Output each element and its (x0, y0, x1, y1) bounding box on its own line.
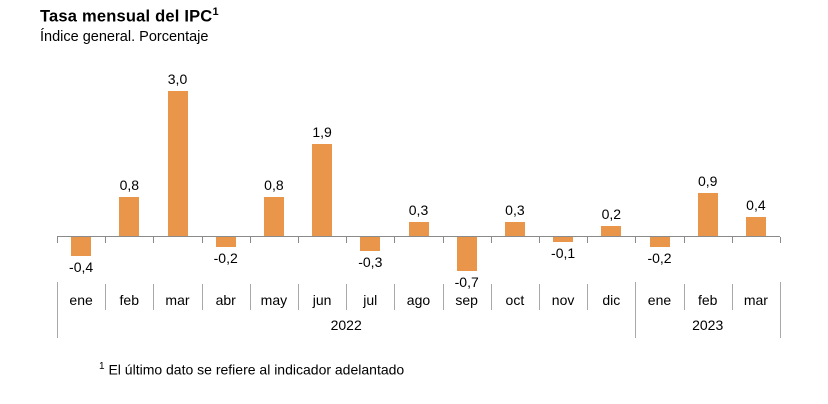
bar-value-label: 0,4 (746, 197, 766, 213)
month-label: abr (215, 292, 236, 308)
bar-value-label: 3,0 (167, 71, 188, 87)
year-group-divider (635, 282, 637, 338)
month-label: may (260, 292, 288, 308)
month-divider (201, 284, 203, 310)
axis-tick (587, 237, 589, 243)
month-label: mar (165, 292, 190, 308)
month-label: sep (455, 292, 478, 308)
axis-tick (635, 237, 637, 243)
month-label: mar (743, 292, 768, 308)
axis-tick (346, 237, 348, 243)
axis-tick (298, 237, 299, 243)
bar (215, 237, 236, 247)
month-divider (683, 284, 685, 310)
month-label: jun (312, 292, 332, 308)
month-divider (539, 284, 540, 310)
title-footnote-marker: 1 (212, 6, 219, 18)
month-divider (442, 284, 444, 310)
month-label: oct (505, 292, 525, 308)
bar (456, 237, 477, 271)
bar (504, 222, 525, 236)
bar-value-label: 0,2 (601, 206, 622, 222)
month-divider (105, 284, 107, 310)
year-group-divider (57, 282, 58, 338)
month-divider (394, 284, 396, 310)
axis-tick (57, 237, 58, 243)
page-subtitle: Índice general. Porcentaje (40, 29, 209, 45)
bar (649, 237, 670, 247)
page-title: Tasa mensual del IPC1 (40, 6, 219, 27)
axis-tick (731, 237, 733, 243)
bar-value-label: -0,4 (69, 259, 94, 275)
axis-tick (442, 237, 444, 243)
month-label: feb (697, 292, 718, 308)
bar (697, 193, 718, 236)
month-divider (249, 284, 251, 310)
month-divider (731, 284, 733, 310)
year-label: 2022 (330, 317, 362, 333)
page-title-text: Tasa mensual del IPC (40, 7, 213, 26)
month-label: ene (647, 292, 672, 308)
month-divider (346, 284, 348, 310)
month-label: nov (551, 292, 575, 308)
month-label: jul (363, 292, 378, 308)
axis-tick (105, 237, 107, 243)
bar-value-label: -0,7 (454, 274, 479, 290)
bar-value-label: -0,2 (647, 250, 672, 266)
bar-value-label: 1,9 (312, 124, 332, 140)
axis-tick (539, 237, 540, 243)
month-divider (490, 284, 492, 310)
month-label: ago (406, 292, 431, 308)
axis-tick (249, 237, 251, 243)
month-divider (298, 284, 299, 310)
month-label: ene (69, 292, 93, 308)
bar (312, 144, 333, 236)
bar-value-label: -0,1 (551, 245, 576, 261)
x-axis-line (57, 236, 780, 237)
bar (745, 217, 766, 236)
axis-tick (490, 237, 492, 243)
month-label: feb (119, 292, 140, 308)
bar-value-label: 0,3 (408, 202, 429, 218)
bar-value-label: 0,9 (697, 173, 718, 189)
bar (408, 222, 429, 236)
axis-tick (780, 237, 781, 243)
axis-tick (201, 237, 203, 243)
bar (263, 197, 284, 236)
bar-value-label: 0,8 (264, 177, 284, 193)
month-label: dic (602, 292, 621, 308)
bar (167, 91, 188, 236)
bar-value-label: 0,8 (119, 177, 140, 193)
bar-value-label: 0,3 (505, 202, 525, 218)
footnote-marker: 1 (99, 361, 105, 372)
year-label: 2023 (692, 317, 724, 333)
bar (119, 197, 140, 236)
bar (360, 237, 381, 251)
year-group-divider (780, 282, 781, 338)
month-divider (153, 284, 155, 310)
axis-tick (394, 237, 396, 243)
bar-value-label: -0,3 (358, 254, 383, 270)
bar-value-label: -0,2 (213, 250, 238, 266)
month-divider (587, 284, 589, 310)
footnote-text: El último dato se refiere al indicador a… (108, 361, 405, 378)
footnote: 1 El último dato se refiere al indicador… (99, 361, 404, 378)
bar (553, 237, 574, 242)
bar (71, 237, 92, 256)
bar (601, 226, 622, 236)
axis-tick (153, 237, 155, 243)
axis-tick (683, 237, 685, 243)
